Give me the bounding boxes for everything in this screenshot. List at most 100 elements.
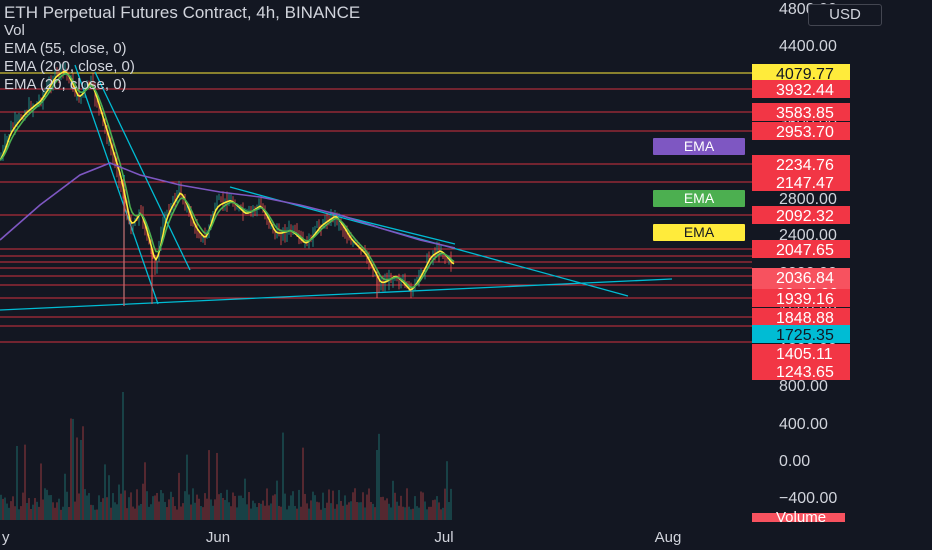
volume-bar: [200, 505, 202, 520]
symbol-title[interactable]: ETH Perpetual Futures Contract, 4h, BINA…: [4, 3, 361, 22]
ema-200-line[interactable]: [0, 162, 456, 249]
volume-bar: [210, 499, 212, 520]
price-label: 2036.84: [776, 270, 834, 287]
volume-bar: [354, 488, 356, 520]
indicator-ema-55[interactable]: EMA (55, close, 0): [4, 40, 127, 57]
volume-bar: [318, 502, 320, 520]
volume-bar: [80, 439, 82, 520]
price-label-bg: [752, 103, 850, 121]
price-label-bg: [752, 325, 850, 343]
time-axis[interactable]: y Jun Jul Aug: [0, 522, 752, 550]
price-tick: 2400.00: [779, 227, 837, 244]
price-tick: 4400.00: [779, 38, 837, 55]
volume-bar: [92, 505, 94, 520]
volume-bar: [256, 507, 258, 520]
volume-bar: [238, 495, 240, 520]
volume-bar: [78, 493, 80, 520]
volume-bar: [358, 502, 360, 520]
volume-bar: [184, 491, 186, 520]
volume-bar: [298, 489, 300, 520]
volume-bar: [108, 475, 110, 520]
volume-bar: [320, 509, 322, 520]
ema-20-tag: EMA: [653, 224, 745, 241]
price-scale[interactable]: 4800.004400.004000.003600.003200.002800.…: [752, 0, 932, 522]
volume-bar: [82, 426, 84, 520]
volume-bar: [72, 418, 74, 520]
volume-bar: [86, 495, 88, 520]
volume-bar: [448, 502, 450, 520]
price-label: 3583.85: [776, 105, 834, 122]
volume-bar: [390, 507, 392, 520]
volume-bar: [22, 492, 24, 520]
volume-bar: [296, 508, 298, 520]
trendline[interactable]: [74, 64, 159, 305]
indicator-vol[interactable]: Vol: [4, 22, 25, 39]
indicator-ema-200[interactable]: EMA (200, close, 0): [4, 58, 135, 75]
volume-bar: [54, 507, 56, 520]
volume-bar: [128, 497, 130, 520]
volume-bar: [44, 488, 46, 520]
volume-bar: [436, 496, 438, 520]
volume-bar: [324, 508, 326, 520]
price-label: 2047.65: [776, 242, 834, 259]
ema-55-line[interactable]: [0, 72, 455, 289]
trendline[interactable]: [94, 71, 191, 271]
volume-bar: [100, 501, 102, 520]
volume-bar: [214, 499, 216, 520]
volume-bar: [56, 502, 58, 520]
volume-bar: [278, 505, 280, 520]
trendline[interactable]: [0, 278, 673, 311]
volume-bar: [134, 508, 136, 520]
volume-bar: [64, 473, 66, 520]
volume-bar: [378, 433, 380, 520]
volume-bar: [50, 495, 52, 520]
volume-bar: [166, 507, 168, 520]
indicator-ema-20[interactable]: EMA (20, close, 0): [4, 76, 127, 93]
price-tick: 800.00: [779, 378, 828, 395]
chart-legend: ETH Perpetual Futures Contract, 4h, BINA…: [4, 4, 360, 94]
volume-bar: [18, 509, 20, 520]
volume-bar: [62, 506, 64, 520]
volume-bar: [440, 509, 442, 520]
volume-bar: [316, 501, 318, 520]
volume-bar: [276, 480, 278, 520]
price-label-bg: [752, 206, 850, 224]
volume-bar: [76, 437, 78, 520]
ema-20-line[interactable]: [0, 70, 455, 291]
volume-bar: [196, 494, 198, 520]
volume-bar: [156, 492, 158, 520]
volume-bar: [144, 462, 146, 520]
volume-bar: [412, 508, 414, 520]
price-label: 1939.16: [776, 291, 834, 308]
volume-bar: [74, 501, 76, 520]
volume-bar: [260, 503, 262, 520]
volume-bar: [224, 499, 226, 520]
volume-bar: [0, 494, 2, 520]
volume-bar: [148, 506, 150, 520]
price-chart-canvas[interactable]: [0, 0, 752, 522]
volume-bar: [258, 502, 260, 520]
volume-bar: [208, 450, 210, 520]
volume-bar: [240, 495, 242, 520]
volume-bar: [404, 507, 406, 520]
price-tick: 0.00: [779, 453, 810, 470]
volume-bar: [360, 502, 362, 520]
volume-bar: [270, 503, 272, 520]
volume-bar: [110, 507, 112, 520]
volume-bar: [66, 491, 68, 520]
volume-label: Volume: [776, 509, 826, 522]
volume-bar: [176, 509, 178, 520]
volume-bars: [0, 392, 452, 520]
volume-bar: [96, 509, 98, 520]
volume-bar: [36, 501, 38, 520]
volume-bar: [192, 488, 194, 520]
volume-bar: [264, 505, 266, 520]
price-label-bg: [752, 155, 850, 173]
currency-button[interactable]: USD: [808, 4, 882, 26]
volume-bar: [58, 498, 60, 520]
volume-bar: [160, 490, 162, 520]
volume-bar: [194, 502, 196, 520]
volume-bar: [48, 495, 50, 520]
volume-bar: [406, 488, 408, 520]
volume-bar: [146, 491, 148, 520]
